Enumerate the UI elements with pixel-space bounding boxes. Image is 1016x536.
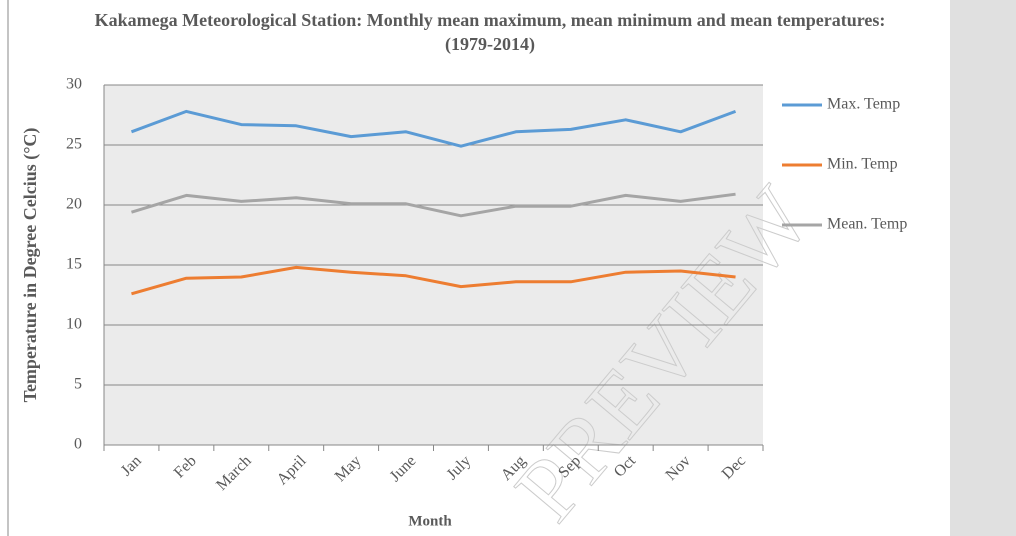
y-tick-label: 30	[66, 76, 82, 93]
legend-label: Min. Temp	[827, 156, 898, 173]
x-tick-label: Feb	[171, 452, 200, 481]
x-axis-title: Month	[408, 513, 452, 529]
series-line	[130, 109, 737, 148]
y-axis-title: Temperature in Degree Celcius (°C)	[20, 128, 41, 403]
x-tick-label: Nov	[663, 452, 695, 484]
y-tick-label: 10	[66, 316, 82, 333]
series-line	[131, 192, 736, 218]
side-panel	[950, 0, 1016, 536]
x-tick-label: Jan	[118, 452, 145, 479]
y-tick-label: 25	[66, 136, 82, 153]
series-line	[131, 265, 736, 296]
chart-title: Kakamega Meteorological Station: Monthly…	[94, 10, 886, 54]
legend-label: Max. Temp	[827, 96, 900, 113]
x-tick-label: April	[274, 452, 310, 488]
y-tick-label: 5	[74, 376, 82, 393]
legend-label: Mean. Temp	[827, 216, 907, 233]
x-tick-label: Dec	[719, 452, 749, 482]
x-tick-label: May	[332, 452, 365, 485]
y-tick-label: 0	[74, 436, 82, 453]
x-tick-label: July	[444, 452, 475, 483]
x-tick-label: March	[213, 452, 255, 494]
y-tick-label: 15	[66, 256, 82, 273]
y-tick-label: 20	[66, 196, 82, 213]
x-tick-label: June	[387, 452, 420, 485]
